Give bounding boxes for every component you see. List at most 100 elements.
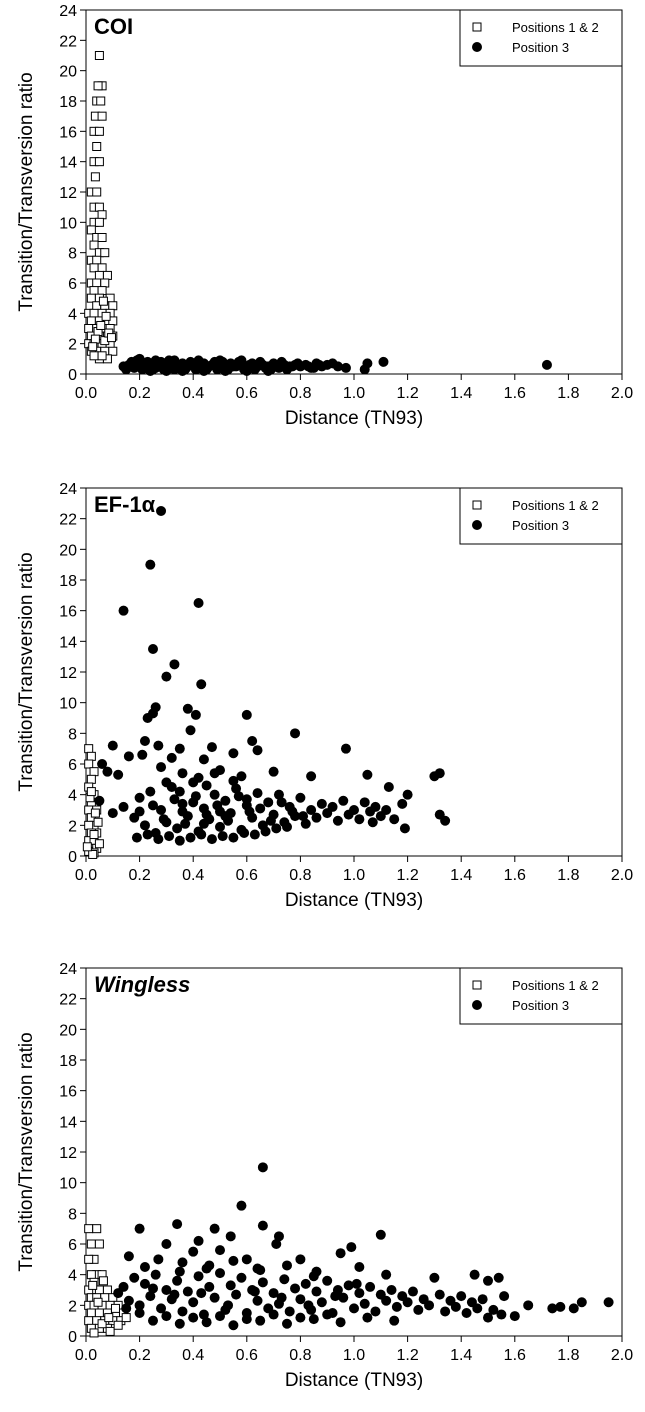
data-point [397,798,408,809]
x-tick-label: 0.0 [75,1347,97,1364]
data-point [231,783,242,794]
y-axis-title: Transition/Transversion ratio [16,72,37,311]
data-point [96,320,106,330]
data-point [134,1223,145,1234]
data-point [332,815,343,826]
data-point [568,1303,579,1314]
data-point [188,1297,199,1308]
data-point [223,1300,234,1311]
data-point [198,365,209,376]
data-point [300,1278,311,1289]
data-point [263,365,274,376]
data-point [139,1262,150,1272]
data-point [349,805,359,815]
data-point [177,806,188,817]
data-point [461,1308,472,1318]
data-point [483,1312,493,1323]
data-point [327,801,338,812]
y-tick-label: 20 [59,64,77,81]
data-point [134,353,145,364]
data-point [123,751,134,762]
legend-box [459,967,623,1025]
legend-marker-circle [472,42,482,52]
data-point [86,225,96,235]
data-point [354,1288,365,1299]
data-point [576,1297,587,1308]
data-point [177,365,188,376]
data-point [228,775,239,786]
data-point [139,820,150,831]
data-point [351,1278,362,1289]
data-point [86,1270,96,1280]
data-point [172,1219,183,1230]
data-point [349,1303,359,1314]
data-point [84,324,94,333]
data-point [241,794,252,805]
data-point [145,365,156,376]
x-tick-label: 0.8 [289,1347,311,1364]
data-point [177,768,188,779]
chart-panel-3: 0.0 0.2 0.4 0.6 0.8 1.0 1.2 1.4 1.6 1.8 2.00246810… [16,961,633,1391]
data-point [156,506,167,516]
data-point [311,812,322,823]
data-point [276,1292,287,1303]
data-point [362,358,373,369]
data-point [150,1269,161,1280]
data-point [399,823,410,834]
data-point [161,777,172,788]
legend-label: Positions 1 & 2 [512,20,599,35]
data-point [172,1275,183,1286]
data-point [402,1297,413,1308]
data-point [434,1289,445,1300]
data-point [316,1297,327,1308]
data-point [156,805,167,815]
data-point [169,659,180,670]
data-point [469,1269,480,1280]
data-point [389,814,400,825]
data-point [94,839,104,849]
data-point [381,1295,392,1306]
data-point [193,1271,204,1282]
legend-label: Positions 1 & 2 [512,498,599,513]
data-point [212,364,223,375]
data-point [198,1309,209,1320]
data-point [96,96,106,106]
data-point [148,644,158,654]
data-point [188,1312,199,1323]
data-point [169,794,180,805]
y-tick-label: 24 [59,961,77,978]
data-point [182,703,193,714]
y-tick-label: 2 [68,1298,77,1315]
x-tick-label: 0.4 [182,1347,204,1364]
data-point [93,1297,103,1307]
data-point [201,780,212,791]
y-tick-label: 8 [68,246,77,263]
data-point [118,801,129,812]
y-tick-label: 20 [59,542,77,559]
y-tick-label: 6 [68,276,77,293]
data-point [509,1311,520,1322]
y-tick-label: 22 [59,992,77,1009]
data-point [123,1251,134,1262]
x-tick-label: 2.0 [611,1347,633,1364]
data-point [169,1289,180,1300]
legend-marker-square [472,500,482,510]
x-tick-label: 0.8 [289,385,311,402]
data-point [493,1272,504,1283]
data-point [231,1289,242,1300]
data-point [102,766,113,777]
data-point [271,823,282,834]
data-point [386,1285,397,1295]
data-point [308,1314,319,1325]
data-point [287,806,298,817]
data-point [161,1311,172,1322]
data-point [314,359,325,370]
data-point [215,1245,225,1256]
data-point [429,1272,440,1283]
y-tick-label: 22 [59,33,77,50]
data-point [196,1288,207,1299]
data-point [89,351,99,361]
data-point [268,766,279,777]
x-tick-label: 0.0 [75,867,97,884]
legend-marker-square [472,980,482,990]
